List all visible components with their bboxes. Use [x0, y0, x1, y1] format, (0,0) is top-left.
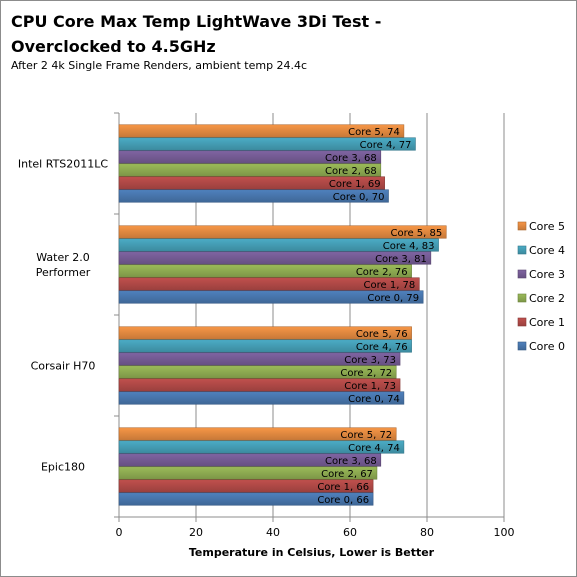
legend-swatch	[517, 221, 527, 231]
data-label: Core 3, 68	[325, 456, 377, 467]
data-label: Core 5, 85	[390, 228, 442, 239]
data-label: Core 5, 72	[340, 430, 392, 441]
legend-label: Core 2	[529, 292, 565, 305]
legend-swatch	[517, 293, 527, 303]
data-label: Core 4, 74	[348, 443, 400, 454]
bar	[118, 277, 420, 291]
data-label: Core 0, 70	[333, 192, 385, 203]
data-label: Core 4, 76	[356, 342, 408, 353]
data-label: Core 5, 74	[348, 127, 400, 138]
category-label: Epic180	[41, 461, 85, 474]
bar	[118, 176, 385, 190]
bar	[118, 352, 401, 366]
bar	[118, 440, 405, 454]
legend-swatch	[517, 341, 527, 351]
data-label: Core 5, 76	[356, 329, 408, 340]
bar	[118, 137, 416, 151]
bar	[118, 225, 447, 239]
x-tick-label: 0	[116, 526, 123, 539]
legend-swatch	[517, 245, 527, 255]
bar	[118, 163, 382, 177]
bar	[118, 326, 412, 340]
bar	[118, 290, 424, 304]
bar	[118, 124, 405, 138]
bar	[118, 238, 439, 252]
bar	[118, 365, 397, 379]
bar	[118, 189, 389, 203]
data-label: Core 3, 68	[325, 153, 377, 164]
legend-label: Core 4	[529, 244, 565, 257]
bar	[118, 466, 378, 480]
data-label: Core 1, 73	[344, 381, 396, 392]
data-label: Core 2, 72	[340, 368, 392, 379]
bar	[118, 339, 412, 353]
legend-label: Core 0	[529, 340, 565, 353]
legend-label: Core 3	[529, 268, 565, 281]
data-label: Core 3, 81	[375, 254, 427, 265]
x-tick-label: 60	[343, 526, 357, 539]
legend-label: Core 1	[529, 316, 565, 329]
data-label: Core 2, 68	[325, 166, 377, 177]
x-axis-title: Temperature in Celsius, Lower is Better	[189, 546, 435, 559]
data-label: Core 0, 79	[367, 293, 419, 304]
data-label: Core 2, 67	[321, 469, 373, 480]
chart-subtitle: After 2 4k Single Frame Renders, ambient…	[11, 59, 308, 72]
data-label: Core 0, 66	[317, 495, 369, 506]
bar	[118, 427, 397, 441]
bar	[118, 378, 401, 392]
bar	[118, 251, 432, 265]
data-label: Core 0, 74	[348, 394, 400, 405]
bar	[118, 453, 382, 467]
data-label: Core 1, 69	[329, 179, 381, 190]
x-tick-label: 40	[266, 526, 280, 539]
category-label: Corsair H70	[31, 360, 96, 373]
data-label: Core 3, 73	[344, 355, 396, 366]
bar	[118, 150, 382, 164]
data-label: Core 1, 66	[317, 482, 369, 493]
data-label: Core 1, 78	[364, 280, 416, 291]
x-tick-label: 80	[420, 526, 434, 539]
bar	[118, 479, 374, 493]
data-label: Core 4, 77	[360, 140, 412, 151]
bar	[118, 391, 405, 405]
x-tick-label: 20	[189, 526, 203, 539]
data-label: Core 2, 76	[356, 267, 408, 278]
chart-title: CPU Core Max Temp LightWave 3Di Test - O…	[11, 12, 382, 56]
x-tick-label: 100	[494, 526, 515, 539]
legend-label: Core 5	[529, 220, 565, 233]
data-label: Core 4, 83	[383, 241, 435, 252]
bar	[118, 492, 374, 506]
bar	[118, 264, 412, 278]
legend-swatch	[517, 269, 527, 279]
category-label: Intel RTS2011LC	[18, 158, 109, 171]
legend-swatch	[517, 317, 527, 327]
category-label: Water 2.0	[36, 251, 90, 264]
category-label: Performer	[36, 266, 91, 279]
